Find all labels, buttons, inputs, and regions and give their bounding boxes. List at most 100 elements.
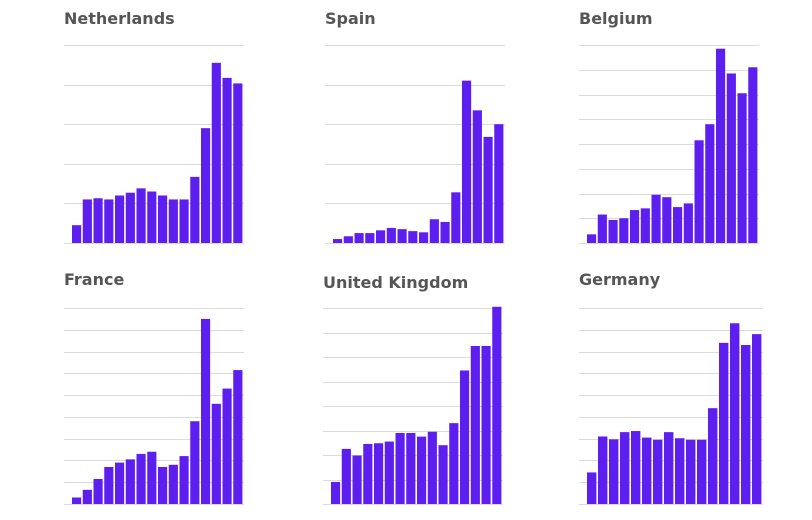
bar: [211, 62, 221, 243]
bar: [597, 214, 607, 243]
bar: [587, 234, 597, 243]
bar: [104, 466, 114, 504]
bar: [190, 176, 200, 243]
bar: [438, 445, 448, 504]
bar: [470, 345, 480, 504]
bar: [630, 210, 640, 243]
bar: [460, 370, 470, 504]
bar: [93, 478, 103, 504]
bar: [406, 432, 416, 504]
bar: [233, 83, 243, 243]
bar-chart-united-kingdom: [323, 306, 503, 505]
bar: [651, 194, 661, 243]
bar: [609, 439, 619, 504]
bar: [147, 191, 157, 243]
bar: [697, 439, 707, 504]
bar: [492, 306, 502, 504]
bar: [233, 370, 243, 504]
bar: [737, 93, 747, 243]
bar: [333, 239, 343, 243]
bar: [384, 441, 394, 504]
bar: [136, 188, 146, 243]
bar-chart-netherlands: [64, 45, 244, 244]
bar: [741, 345, 751, 504]
bar: [125, 192, 135, 243]
bar: [354, 233, 364, 243]
bar: [93, 198, 103, 243]
bar: [158, 466, 168, 504]
bar: [352, 455, 362, 504]
bar: [136, 453, 146, 504]
bar: [408, 231, 418, 243]
bar: [115, 195, 125, 243]
bar: [201, 128, 211, 243]
bar: [449, 423, 459, 504]
bar: [673, 207, 683, 243]
bar: [158, 195, 168, 243]
chart-title: Spain: [325, 9, 376, 28]
bar: [708, 408, 718, 504]
chart-title: France: [64, 270, 125, 289]
bar: [168, 464, 178, 504]
bar: [683, 203, 693, 243]
bar-chart-france: [64, 308, 244, 505]
bar: [675, 438, 685, 504]
bar: [686, 439, 696, 504]
bar: [451, 192, 461, 243]
bar: [82, 199, 92, 243]
bar: [179, 456, 189, 504]
bar: [190, 421, 200, 504]
bar: [472, 110, 482, 243]
bar: [694, 140, 704, 243]
bar: [587, 472, 597, 504]
bar: [72, 497, 82, 504]
bar: [631, 431, 641, 504]
bar: [397, 229, 407, 243]
bar: [168, 199, 178, 243]
bar: [343, 236, 353, 243]
bar: [719, 342, 729, 504]
bar: [341, 448, 351, 505]
bar: [417, 436, 427, 505]
bar-chart-germany: [579, 308, 763, 505]
bar: [201, 318, 211, 504]
bar: [222, 77, 232, 243]
bar: [619, 218, 629, 243]
bar: [179, 199, 189, 243]
chart-title: United Kingdom: [323, 273, 469, 292]
bar: [429, 219, 439, 243]
bar: [748, 67, 758, 243]
bar: [419, 232, 429, 243]
bar: [331, 481, 341, 504]
bar: [730, 323, 740, 504]
bar: [104, 199, 114, 243]
bar: [620, 432, 630, 504]
bar: [664, 432, 674, 504]
chart-title: Germany: [579, 270, 661, 289]
bar: [726, 73, 736, 244]
bar-chart-spain: [325, 45, 505, 244]
bar: [386, 227, 396, 243]
bar: [716, 48, 726, 244]
bar: [211, 403, 221, 504]
bar: [374, 443, 384, 504]
bar: [363, 443, 373, 504]
bar: [72, 225, 82, 243]
bar: [653, 439, 663, 504]
chart-title: Belgium: [579, 9, 653, 28]
bar: [365, 233, 375, 243]
bar: [82, 489, 92, 504]
bar: [147, 451, 157, 504]
bar: [598, 436, 608, 504]
bar: [376, 230, 386, 243]
bar: [705, 124, 715, 243]
bar: [640, 208, 650, 243]
bar: [427, 431, 437, 504]
bar: [483, 136, 493, 243]
bar: [125, 459, 135, 504]
bar: [115, 462, 125, 504]
chart-title: Netherlands: [64, 9, 175, 28]
bar: [395, 432, 405, 504]
bar: [752, 334, 762, 504]
